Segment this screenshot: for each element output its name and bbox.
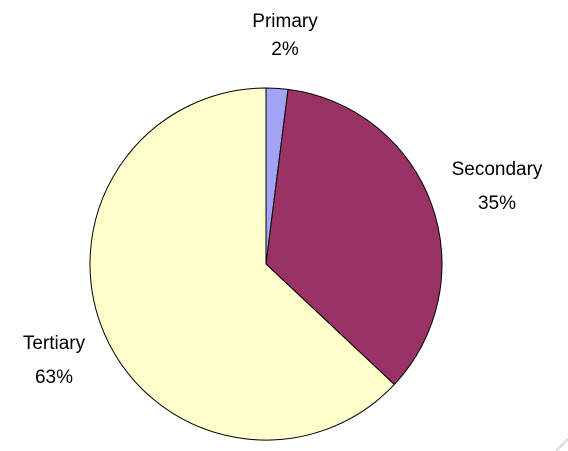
slice-label-tertiary: Tertiary [23,333,86,354]
corner-decoration [555,438,568,451]
pie-labels: Primary 2% Secondary 35% Tertiary 63% [23,11,543,388]
slice-value-label-tertiary: 63% [35,367,73,388]
slice-label-secondary: Secondary [452,159,543,180]
slice-value-label-secondary: 35% [478,193,516,214]
slice-label-primary: Primary [252,11,318,32]
slice-value-label-primary: 2% [271,39,299,60]
pie-slice-tertiary [89,87,395,441]
pie-slices [89,87,443,441]
pie-slice-secondary [265,88,443,385]
